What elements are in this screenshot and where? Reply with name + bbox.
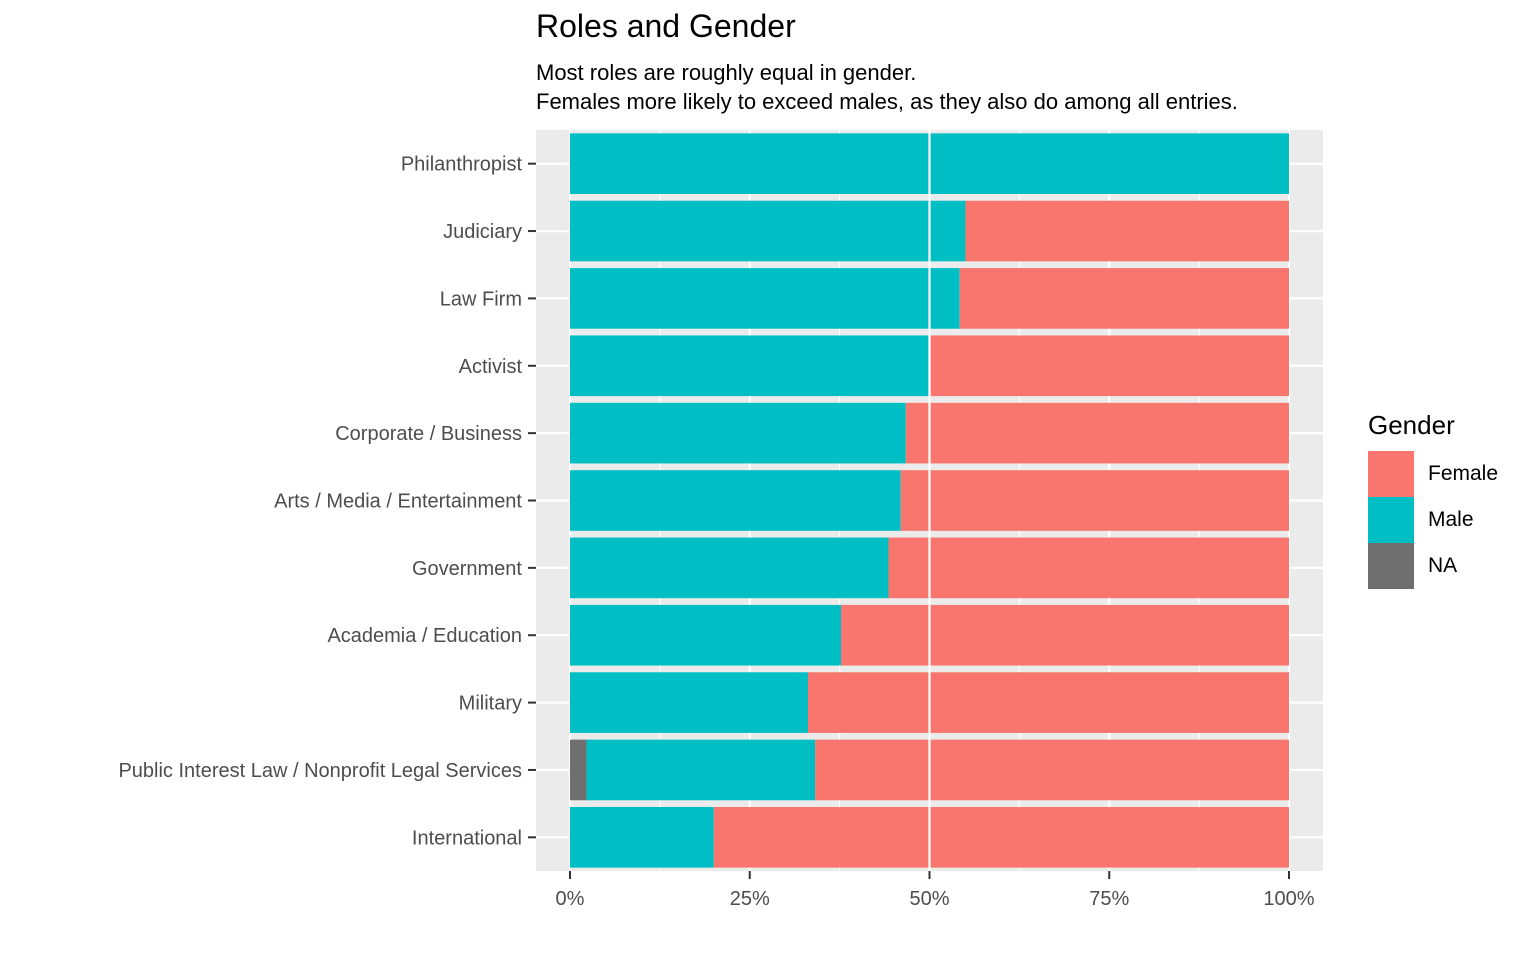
y-tick-label: Judiciary <box>443 221 522 243</box>
bar-female-1 <box>965 200 1289 262</box>
bar-male-7 <box>570 604 842 666</box>
y-tick-label: Activist <box>459 356 523 378</box>
bar-female-3 <box>929 335 1289 397</box>
y-tick-label: Philanthropist <box>401 154 523 176</box>
bar-female-6 <box>888 537 1289 599</box>
chart-subtitle-line-2: Females more likely to exceed males, as … <box>536 89 1238 114</box>
bar-male-2 <box>570 268 960 329</box>
axes: Philanthropist Judiciary Law Firm Activist C… <box>118 154 1314 910</box>
bar-male-5 <box>570 470 901 531</box>
y-tick-label: Academia / Education <box>327 625 522 647</box>
bar-male-9 <box>586 739 816 801</box>
bar-female-10 <box>713 807 1289 868</box>
bar-male-1 <box>570 200 966 262</box>
legend-label-male: Male <box>1428 508 1474 531</box>
y-tick-label: Public Interest Law / Nonprofit Legal Se… <box>118 760 522 782</box>
chart-subtitle-line-1: Most roles are roughly equal in gender. <box>536 60 917 85</box>
legend-title: Gender <box>1368 410 1455 440</box>
legend-key-na <box>1368 543 1414 589</box>
y-tick-label: Government <box>412 558 522 580</box>
bar-female-7 <box>841 604 1289 666</box>
y-tick-label: International <box>412 827 522 849</box>
legend-item-male: Male <box>1368 497 1498 543</box>
bar-male-3 <box>570 335 930 397</box>
y-tick-label: Law Firm <box>440 288 522 310</box>
bar-male-6 <box>570 537 889 599</box>
bar-male-4 <box>570 402 906 464</box>
bar-female-9 <box>815 739 1289 801</box>
bar-female-5 <box>900 470 1289 531</box>
x-tick-label: 25% <box>730 888 770 910</box>
x-tick-label: 75% <box>1089 888 1129 910</box>
legend-item-na: NA <box>1368 543 1498 589</box>
bar-male-8 <box>570 672 808 733</box>
x-tick-label: 50% <box>909 888 949 910</box>
y-tick-label: Military <box>459 693 522 715</box>
legend-label-female: Female <box>1428 462 1499 485</box>
bar-female-2 <box>959 268 1289 329</box>
legend-key-male <box>1368 497 1414 543</box>
bars <box>570 130 1289 871</box>
x-tick-label: 100% <box>1263 888 1314 910</box>
legend-label-na: NA <box>1428 554 1458 577</box>
bar-na-9 <box>570 739 587 801</box>
chart-title: Roles and Gender <box>536 8 796 44</box>
y-tick-label: Corporate / Business <box>335 423 522 445</box>
legend: Gender Female Male NA <box>1368 410 1498 589</box>
y-tick-label: Arts / Media / Entertainment <box>274 491 522 513</box>
bar-male-10 <box>570 807 714 868</box>
bar-female-8 <box>807 672 1289 733</box>
legend-item-female: Female <box>1368 451 1498 497</box>
x-tick-label: 0% <box>556 888 585 910</box>
legend-key-female <box>1368 451 1414 497</box>
bar-female-4 <box>905 402 1289 464</box>
